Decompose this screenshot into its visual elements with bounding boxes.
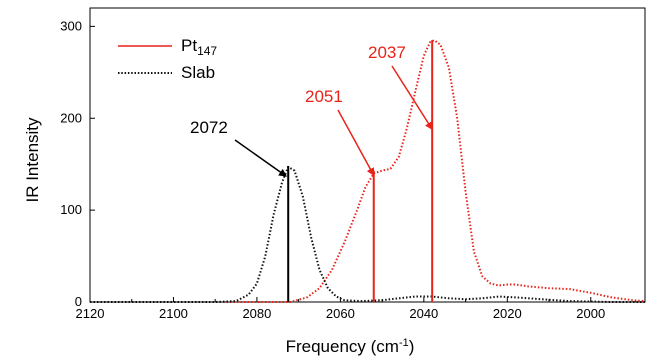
legend-label-pt147-main: Pt — [181, 36, 197, 55]
series-line-pt147 — [90, 39, 646, 303]
series-line-slab — [90, 165, 645, 303]
y-tick-label: 200 — [60, 110, 82, 125]
stick-lines — [287, 40, 434, 302]
y-axis-ticks: 0 100 200 300 — [60, 18, 95, 309]
y-tick-label: 100 — [60, 202, 82, 217]
x-tick-label: 2060 — [326, 306, 355, 321]
annotation-arrow — [234, 139, 287, 177]
x-axis-title-close: ) — [409, 337, 415, 356]
x-tick-label: 2000 — [576, 306, 605, 321]
annotation-label: 2072 — [190, 118, 228, 137]
x-tick-label: 2120 — [76, 306, 105, 321]
legend-label-pt147: Pt147 — [181, 36, 217, 58]
annotations: 2072 2051 2037 — [190, 43, 433, 177]
series-layer — [90, 39, 646, 303]
x-axis-ticks: 2120 2100 2080 2060 2040 2020 2000 — [76, 297, 605, 321]
legend-label-pt147-sub: 147 — [197, 44, 217, 58]
annotation-arrow — [337, 109, 375, 177]
x-axis-title-sup: -1 — [399, 337, 409, 349]
x-tick-label: 2100 — [159, 306, 188, 321]
y-tick-label: 300 — [60, 18, 82, 33]
annotation-label: 2037 — [368, 43, 406, 62]
y-tick-label: 0 — [75, 294, 82, 309]
x-tick-label: 2020 — [493, 306, 522, 321]
annotation-arrow — [391, 65, 433, 131]
plot-area — [89, 7, 646, 303]
x-axis-title: Frequency (cm-1) — [286, 337, 415, 356]
x-tick-label: 2040 — [409, 306, 438, 321]
legend: Pt147 Slab — [118, 36, 217, 82]
x-tick-label: 2080 — [242, 306, 271, 321]
y-axis-title: IR Intensity — [23, 117, 42, 203]
x-axis-title-main: Frequency (cm — [286, 337, 399, 356]
legend-label-slab: Slab — [181, 63, 215, 82]
annotation-label: 2051 — [305, 87, 343, 106]
